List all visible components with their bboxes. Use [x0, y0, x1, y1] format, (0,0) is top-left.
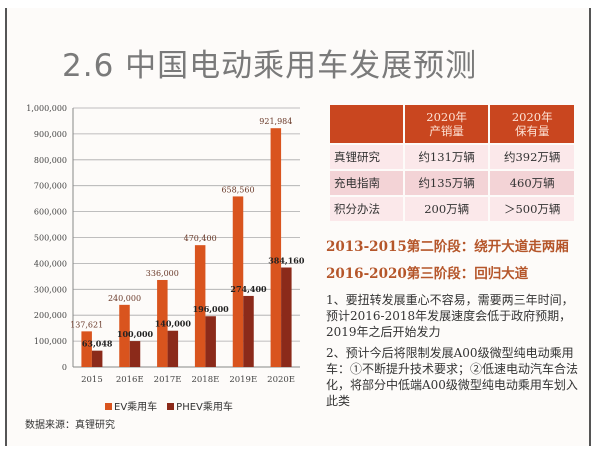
data-label: 63,048	[82, 339, 113, 349]
y-tick-label: 500,000	[34, 234, 67, 243]
data-label: 140,000	[155, 319, 192, 329]
bar-ev	[157, 279, 168, 367]
data-label: 470,400	[184, 234, 217, 243]
table-header	[330, 105, 403, 143]
note-paragraph: 2、预计今后将限制发展A00级微型纯电动乘用车：①不断提升技术要求；②低速电动汽…	[326, 346, 579, 408]
y-tick-label: 0	[62, 363, 67, 372]
table-header: 2020年 保有量	[490, 105, 574, 143]
cell: ＞500万辆	[490, 197, 574, 221]
bar-ev	[194, 245, 206, 367]
bar-phev	[281, 267, 292, 367]
x-tick-label: 2020E	[267, 375, 295, 385]
x-tick-label: 2016E	[116, 375, 144, 385]
bar-phev	[129, 341, 141, 367]
cell: 真锂研究	[330, 145, 403, 169]
legend-phev: PHEV乘用车	[167, 398, 233, 413]
data-label: 274,400	[230, 284, 267, 294]
legend-ev: EV乘用车	[105, 398, 157, 413]
cell: 约135万辆	[404, 171, 489, 195]
data-label: 137,621	[70, 320, 103, 329]
stage-heading: 2016-2020第三阶段：回归大道	[326, 266, 529, 282]
y-tick-label: 700,000	[34, 182, 67, 191]
y-tick-label: 900,000	[34, 130, 67, 139]
cell: 积分办法	[330, 197, 403, 221]
forecast-table: 2020年 产销量 2020年 保有量 真锂研究 约131万辆 约392万辆 充电指南…	[328, 103, 576, 223]
cell: 200万辆	[404, 197, 489, 221]
y-tick-label: 400,000	[34, 259, 67, 268]
slide	[5, 8, 591, 446]
cell: 充电指南	[330, 171, 403, 195]
x-tick-label: 2019E	[229, 375, 257, 385]
table-row: 真锂研究 约131万辆 约392万辆	[330, 145, 574, 169]
bar-ev	[270, 128, 282, 367]
chart-legend: EV乘用车 PHEV乘用车	[105, 398, 233, 413]
data-label: 336,000	[146, 269, 179, 278]
data-label: 384,160	[268, 256, 305, 266]
x-tick-label: 2015	[81, 375, 103, 385]
y-tick-label: 100,000	[34, 337, 67, 346]
cell: 460万辆	[490, 171, 574, 195]
data-label: 658,560	[221, 185, 254, 194]
y-tick-label: 800,000	[34, 156, 67, 165]
bar-ev	[119, 304, 130, 367]
cell: 约392万辆	[490, 145, 574, 169]
data-label: 196,000	[193, 304, 230, 314]
x-tick-label: 2018E	[191, 375, 219, 385]
table-header: 2020年 产销量	[404, 105, 489, 143]
bar-phev	[167, 330, 179, 367]
y-tick-label: 300,000	[34, 285, 67, 294]
y-tick-label: 600,000	[34, 208, 67, 217]
stage-heading: 2013-2015第二阶段：绕开大道走两厢	[326, 239, 569, 255]
table-row: 充电指南 约135万辆 460万辆	[330, 171, 574, 195]
table-row: 积分办法 200万辆 ＞500万辆	[330, 197, 574, 221]
y-tick-label: 200,000	[34, 311, 67, 320]
bar-ev	[232, 196, 244, 367]
bar-chart: 0 100,000 200,000 300,000 400,000 500,000 600,…	[26, 104, 305, 385]
y-tick-label: 1,000,000	[26, 104, 67, 113]
data-label: 240,000	[108, 294, 141, 303]
cell: 约131万辆	[404, 145, 489, 169]
bar-phev	[243, 295, 254, 367]
bar-phev	[91, 350, 103, 367]
data-label: 100,000	[117, 329, 154, 339]
note-paragraph: 1、要扭转发展重心不容易，需要两三年时间，预计2016-2018年发展速度会低于…	[326, 293, 574, 339]
data-label: 921,984	[259, 117, 292, 126]
slide-title: 2.6 中国电动乘用车发展预测	[62, 48, 478, 84]
bar-phev	[205, 316, 216, 367]
bar-ev	[81, 331, 92, 367]
data-source: 数据来源：真锂研究	[25, 420, 115, 431]
x-tick-label: 2017E	[154, 375, 182, 385]
